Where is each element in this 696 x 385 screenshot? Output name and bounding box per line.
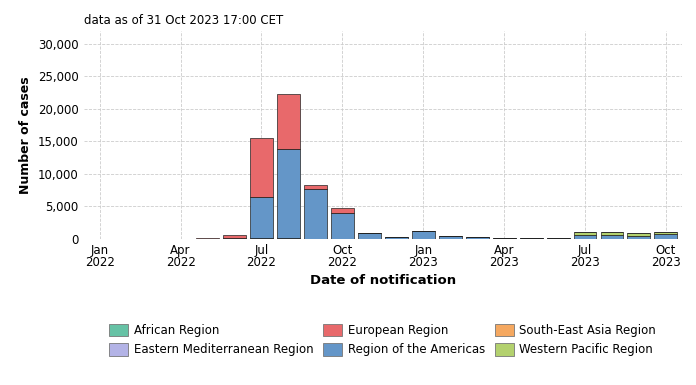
Bar	[601, 232, 624, 235]
Bar	[493, 238, 516, 239]
Bar	[466, 237, 489, 239]
Bar	[654, 232, 677, 234]
Bar	[574, 235, 596, 239]
Bar	[628, 233, 650, 236]
Y-axis label: Number of cases: Number of cases	[19, 76, 32, 194]
Bar	[250, 198, 273, 238]
Bar	[412, 231, 435, 239]
Bar	[223, 236, 246, 238]
Bar	[331, 213, 354, 239]
Bar	[304, 189, 327, 238]
Bar	[654, 234, 677, 239]
Bar	[331, 208, 354, 213]
Bar	[628, 236, 650, 239]
Bar	[546, 238, 569, 239]
Bar	[358, 233, 381, 239]
Bar	[520, 238, 543, 239]
X-axis label: Date of notification: Date of notification	[310, 274, 456, 287]
Bar	[601, 235, 624, 239]
Bar	[223, 238, 246, 239]
Bar	[438, 236, 461, 239]
Bar	[277, 149, 300, 238]
Bar	[574, 232, 596, 235]
Bar	[277, 94, 300, 149]
Bar	[250, 138, 273, 198]
Bar	[385, 237, 408, 239]
Legend: African Region, Eastern Mediterranean Region, European Region, Region of the Ame: African Region, Eastern Mediterranean Re…	[109, 324, 656, 356]
Text: data as of 31 Oct 2023 17:00 CET: data as of 31 Oct 2023 17:00 CET	[84, 14, 283, 27]
Bar	[304, 184, 327, 189]
